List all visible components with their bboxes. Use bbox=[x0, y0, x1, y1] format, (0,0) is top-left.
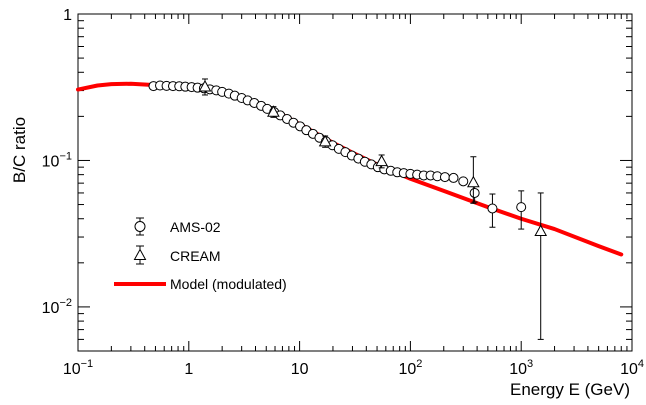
ams02-point bbox=[470, 188, 479, 197]
plot-frame bbox=[78, 14, 632, 351]
legend-entry-cream: CREAM bbox=[135, 246, 221, 264]
ams02-point bbox=[440, 173, 449, 182]
cream-point bbox=[468, 177, 479, 187]
x-axis-ticks: 10−1 1 10 102 103 104 bbox=[63, 14, 644, 378]
legend: AMS-02 CREAM Model (modulated) bbox=[114, 218, 287, 292]
data-points-layer bbox=[149, 79, 546, 339]
x-tick-label: 103 bbox=[509, 358, 533, 378]
y-axis-ticks: 1 10−1 10−2 bbox=[42, 7, 632, 351]
x-tick-label: 10−1 bbox=[63, 358, 93, 378]
legend-model-label: Model (modulated) bbox=[170, 276, 287, 292]
y-axis-label: B/C ratio bbox=[10, 117, 29, 183]
ams02-point bbox=[459, 177, 468, 186]
legend-cream-label: CREAM bbox=[170, 248, 221, 264]
cream-point bbox=[376, 156, 387, 166]
legend-ams02-marker bbox=[135, 222, 145, 232]
y-tick-label: 10−1 bbox=[42, 150, 72, 170]
legend-cream-marker bbox=[135, 250, 146, 260]
legend-ams02-label: AMS-02 bbox=[170, 219, 221, 235]
legend-entry-model: Model (modulated) bbox=[114, 276, 287, 292]
ams02-point bbox=[449, 173, 458, 182]
x-tick-label: 10 bbox=[291, 361, 309, 378]
ams02-point bbox=[488, 204, 497, 213]
x-tick-label: 1 bbox=[184, 361, 193, 378]
legend-entry-ams02: AMS-02 bbox=[135, 218, 221, 235]
x-tick-label: 102 bbox=[398, 358, 422, 378]
x-tick-label: 104 bbox=[620, 358, 644, 378]
y-tick-label: 10−2 bbox=[42, 297, 72, 317]
x-axis-label: Energy E (GeV) bbox=[510, 380, 630, 399]
y-tick-label: 1 bbox=[63, 7, 72, 24]
ams02-point bbox=[517, 203, 526, 212]
